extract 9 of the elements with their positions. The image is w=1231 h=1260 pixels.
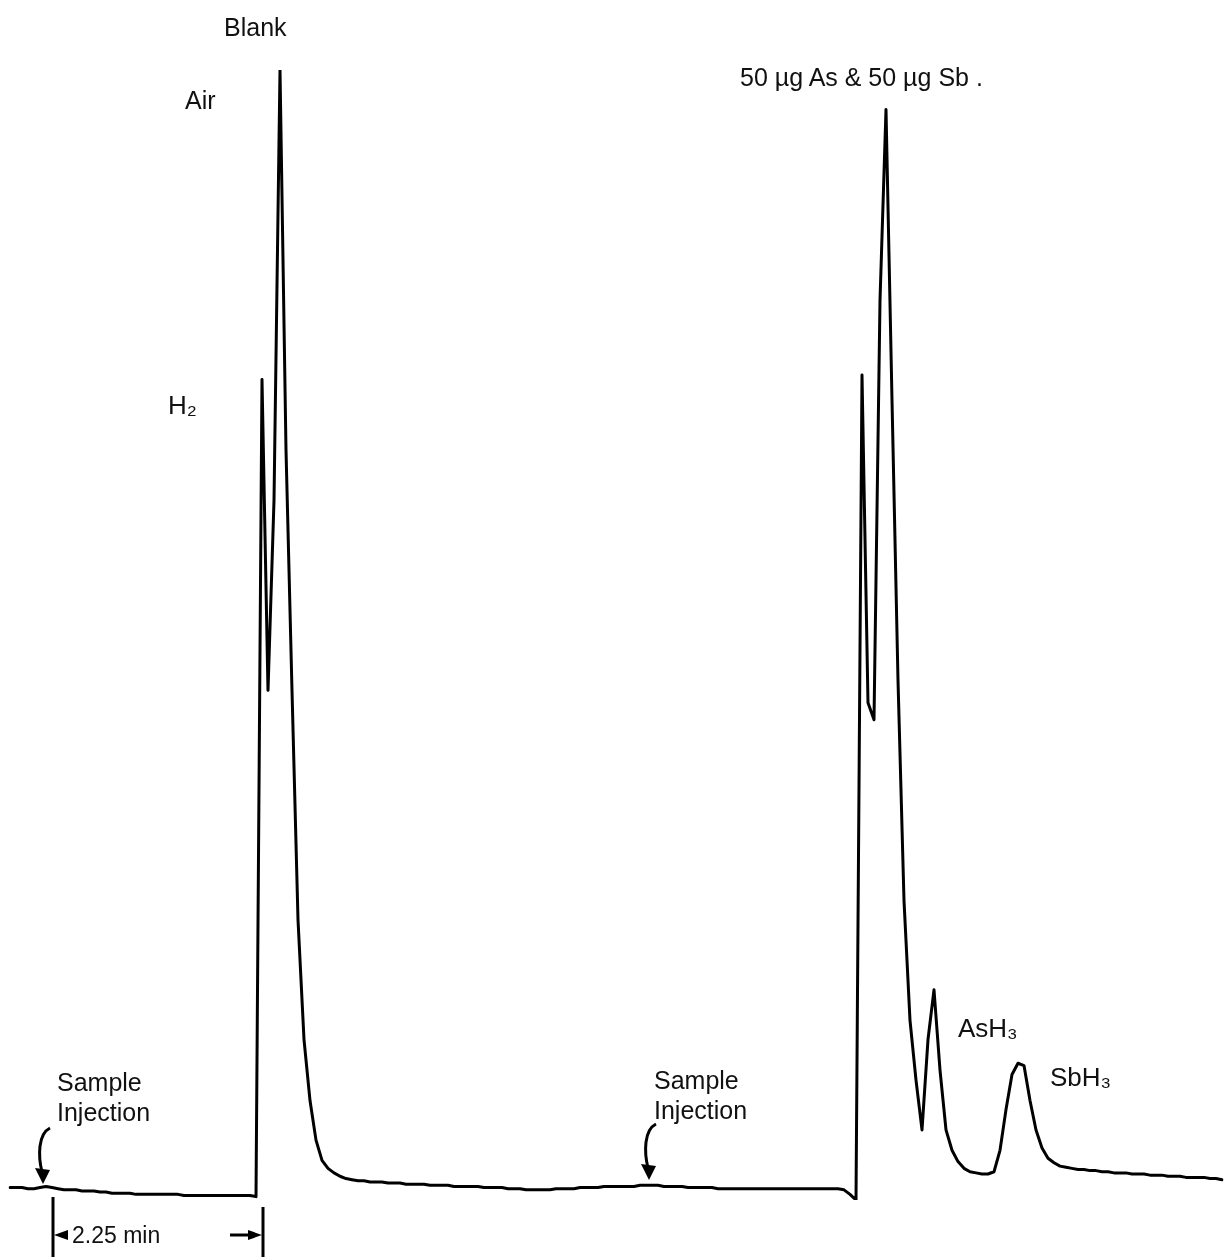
- annotation: SbH₃: [1050, 1062, 1112, 1092]
- annotation: Sample Injection: [57, 1067, 151, 1127]
- annotation: AsH₃: [958, 1013, 1018, 1043]
- annotation: 50 µg As & 50 µg Sb .: [740, 62, 983, 92]
- text: Blank: [224, 12, 287, 42]
- text: 2.25 min: [72, 1220, 161, 1250]
- annotation: Sample Injection: [654, 1065, 748, 1125]
- annotation: Air: [185, 85, 216, 115]
- annotation: H₂: [168, 390, 197, 420]
